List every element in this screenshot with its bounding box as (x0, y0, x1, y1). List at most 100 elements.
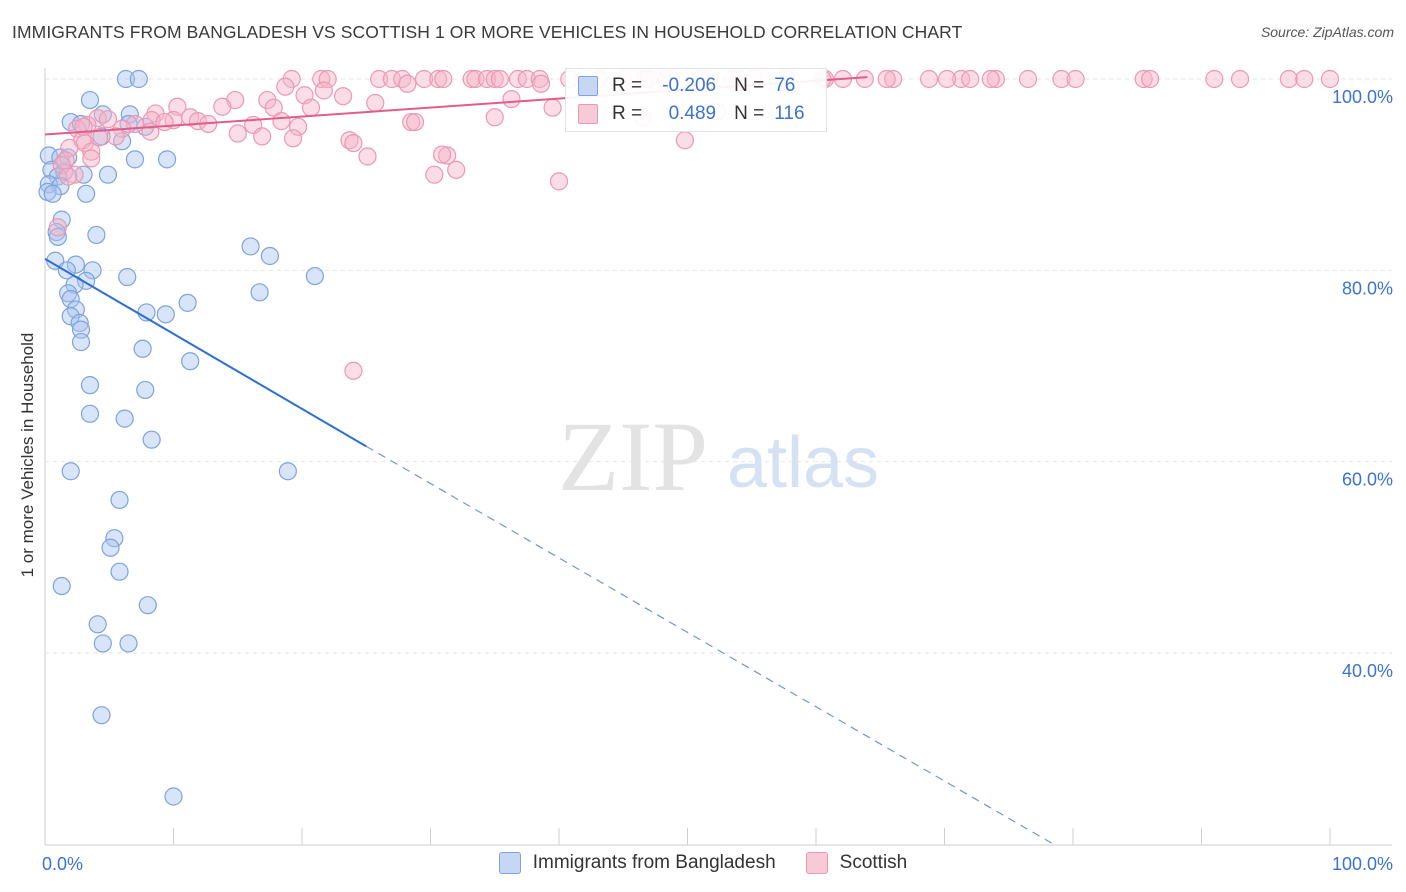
watermark-atlas: atlas (727, 423, 879, 503)
data-point-scottish (429, 69, 448, 89)
data-point-bangladesh (157, 150, 177, 169)
r-value: -0.206 (662, 75, 717, 96)
data-point-bangladesh (138, 596, 157, 615)
data-point-bangladesh (92, 706, 111, 725)
data-point-scottish (253, 127, 272, 146)
data-point-scottish (937, 69, 957, 89)
data-point-bangladesh (70, 313, 89, 333)
data-point-scottish (961, 69, 980, 89)
data-point-bangladesh (250, 283, 269, 302)
data-point-scottish (1018, 69, 1038, 89)
data-point-scottish (1230, 69, 1250, 89)
data-point-bangladesh (305, 266, 324, 286)
data-point-bangladesh (133, 339, 152, 358)
data-point-bangladesh (80, 376, 100, 395)
legend-label: Scottish (839, 852, 908, 873)
data-point-scottish (502, 89, 521, 109)
data-point-bangladesh (125, 150, 145, 169)
r-label: R = (612, 75, 643, 96)
data-point-scottish (490, 69, 509, 89)
data-point-bangladesh (52, 576, 71, 596)
data-point-scottish (213, 97, 232, 116)
data-point-scottish (1052, 69, 1071, 89)
data-point-bangladesh (110, 490, 129, 510)
data-point-scottish (334, 87, 353, 106)
data-point-bangladesh (156, 305, 175, 324)
data-point-scottish (283, 129, 303, 148)
data-point-scottish (485, 69, 504, 89)
data-point-scottish (276, 77, 295, 96)
data-point-scottish (314, 81, 333, 100)
legend-swatch-blue (578, 76, 598, 96)
data-point-bangladesh (178, 293, 197, 312)
data-point-scottish (883, 69, 903, 89)
data-point-scottish (986, 69, 1006, 89)
data-point-bangladesh (120, 105, 139, 124)
data-point-bangladesh (83, 261, 102, 280)
data-point-scottish (358, 147, 377, 166)
trend-line-bangladesh-extrapolated (365, 445, 1055, 845)
data-point-bangladesh (278, 462, 297, 481)
series-legend: Immigrants from Bangladesh Scottish (0, 852, 1406, 874)
data-point-bangladesh (98, 165, 118, 184)
legend-swatch-pink (805, 852, 828, 874)
data-point-bangladesh (61, 307, 80, 326)
data-point-scottish (82, 142, 101, 161)
data-point-scottish (188, 111, 208, 131)
watermark-zip: ZIP (558, 401, 708, 512)
data-point-bangladesh (116, 69, 136, 89)
y-tick-label: 80.0% (1342, 278, 1393, 298)
data-point-scottish (485, 108, 504, 127)
data-point-scottish (1140, 69, 1160, 89)
data-point-scottish (1279, 69, 1298, 89)
data-point-scottish (402, 112, 421, 132)
data-point-bangladesh (61, 462, 80, 481)
data-point-scottish (447, 160, 466, 179)
legend-swatch-blue (498, 852, 521, 874)
data-point-scottish (344, 133, 363, 153)
data-point-bangladesh (260, 246, 279, 266)
data-point-bangladesh (115, 409, 134, 428)
data-point-bangladesh (93, 634, 112, 653)
data-point-bangladesh (87, 225, 106, 245)
legend-label: Immigrants from Bangladesh (532, 852, 776, 873)
data-point-scottish (141, 122, 160, 141)
n-label: N = (734, 103, 765, 124)
n-value: 76 (774, 75, 796, 96)
data-point-bangladesh (129, 69, 148, 89)
tick-labels: 40.0% 60.0% 80.0% 100.0% 0.0% 100.0% (42, 87, 1393, 874)
data-point-scottish (919, 69, 939, 89)
data-point-scottish (531, 74, 551, 93)
data-point-scottish (477, 69, 497, 89)
data-point-scottish (1134, 69, 1153, 89)
watermark: ZIP atlas (558, 401, 879, 512)
stats-row-bangladesh: R = -0.206 N = 76 (578, 73, 795, 99)
data-point-scottish (366, 93, 385, 113)
stats-legend: R = -0.206 N = 76 R = 0.489 N = 116 (565, 68, 827, 132)
legend-item-bangladesh[interactable]: Immigrants from Bangladesh (498, 852, 776, 874)
series-bangladesh-points (38, 69, 324, 806)
data-point-bangladesh (48, 227, 67, 246)
data-point-scottish (318, 69, 337, 89)
data-point-scottish (98, 110, 118, 129)
data-point-scottish (52, 156, 71, 175)
r-value: 0.489 (668, 103, 717, 124)
data-point-bangladesh (164, 787, 183, 806)
data-point-scottish (425, 165, 444, 184)
data-point-scottish (301, 98, 321, 117)
data-point-scottish (1295, 69, 1314, 89)
n-value: 116 (774, 103, 805, 124)
data-point-scottish (877, 69, 896, 89)
legend-item-scottish[interactable]: Scottish (805, 852, 908, 874)
source-attribution: Source: ZipAtlas.com (1260, 24, 1394, 40)
data-point-scottish (370, 69, 389, 89)
axes (44, 68, 1392, 846)
data-point-scottish (675, 131, 695, 150)
data-point-bangladesh (181, 352, 200, 371)
data-point-bangladesh (66, 255, 85, 274)
data-point-bangladesh (39, 175, 58, 194)
data-point-bangladesh (88, 615, 107, 634)
data-point-scottish (855, 69, 874, 89)
data-point-bangladesh (77, 184, 96, 203)
